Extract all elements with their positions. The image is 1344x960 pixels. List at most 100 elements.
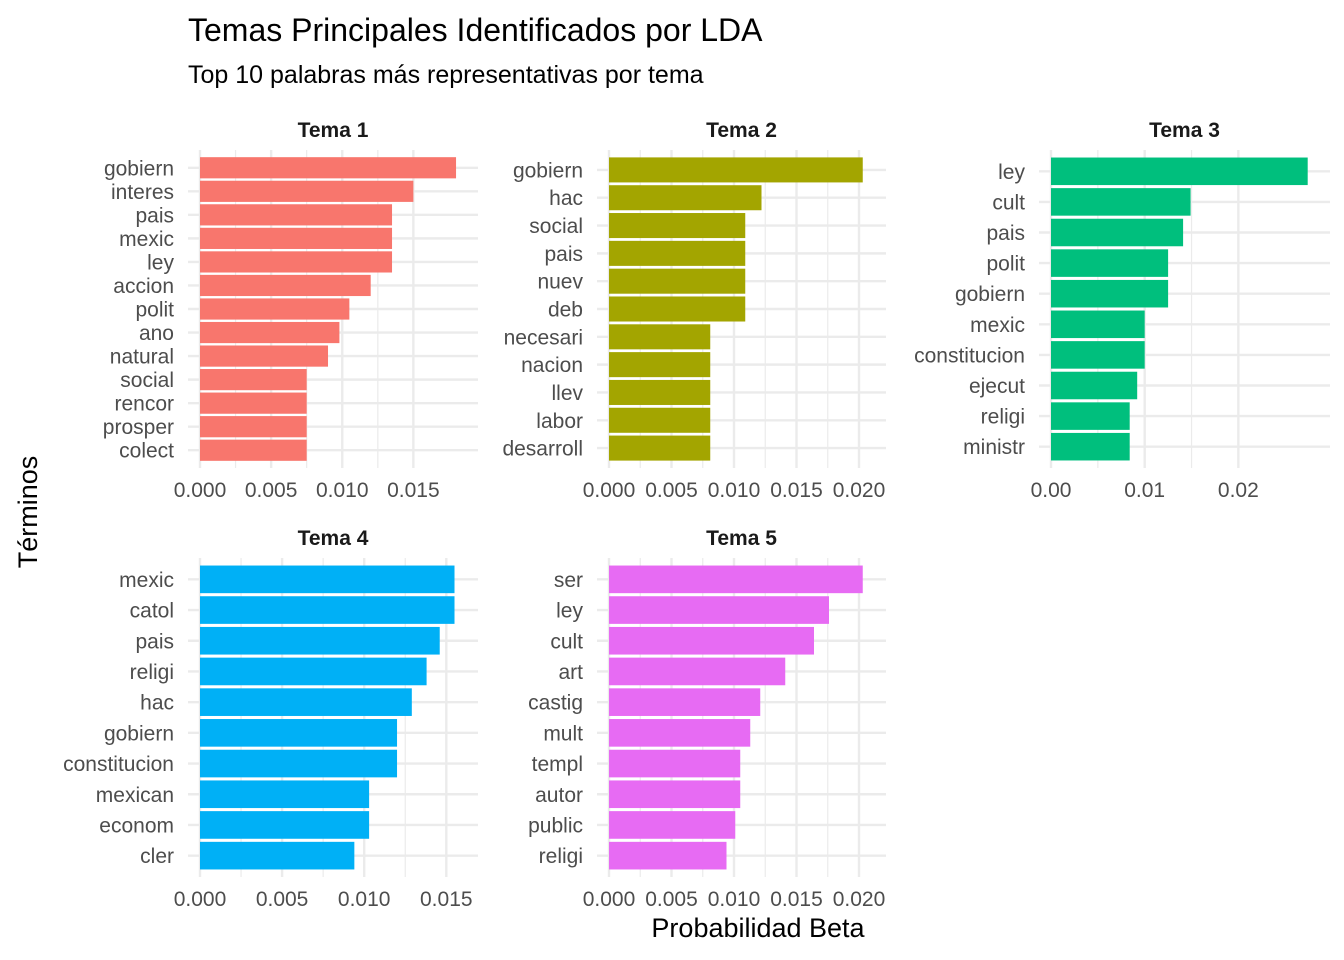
category-label: cler bbox=[140, 845, 174, 868]
bar bbox=[609, 157, 863, 183]
category-label: necesari bbox=[504, 326, 583, 349]
category-label: gobiern bbox=[955, 283, 1025, 306]
category-label: hac bbox=[549, 187, 583, 210]
x-tick-label: 0.015 bbox=[420, 888, 473, 911]
bar bbox=[609, 185, 762, 211]
bar bbox=[200, 204, 393, 226]
category-label: natural bbox=[110, 346, 174, 369]
bar bbox=[1051, 402, 1130, 430]
bar bbox=[609, 719, 751, 747]
bar bbox=[609, 407, 711, 433]
facet-title: Tema 5 bbox=[706, 527, 777, 550]
category-label: gobiern bbox=[104, 157, 174, 180]
bar bbox=[1051, 279, 1169, 308]
category-label: templ bbox=[532, 753, 583, 776]
category-label: prosper bbox=[103, 416, 174, 439]
facet-panel: gobierninterespaismexicleyaccionpolitano… bbox=[103, 119, 478, 502]
category-label: ano bbox=[139, 322, 174, 345]
bar bbox=[609, 240, 746, 266]
bar bbox=[609, 749, 741, 778]
bar bbox=[609, 657, 786, 686]
bar bbox=[200, 251, 393, 273]
bar bbox=[200, 841, 355, 870]
bar bbox=[1051, 310, 1145, 339]
category-label: cult bbox=[550, 630, 583, 653]
x-tick-label: 0.010 bbox=[708, 479, 761, 502]
category-label: ley bbox=[556, 600, 583, 623]
bar bbox=[609, 268, 746, 294]
bar bbox=[200, 321, 340, 344]
category-label: llev bbox=[551, 382, 583, 405]
facet-title: Tema 3 bbox=[1149, 119, 1220, 142]
x-tick-label: 0.000 bbox=[583, 888, 636, 911]
facet-title: Tema 2 bbox=[706, 119, 777, 142]
category-label: public bbox=[528, 814, 583, 837]
category-label: ejecut bbox=[969, 375, 1025, 398]
x-tick-label: 0.005 bbox=[245, 479, 298, 502]
category-label: ley bbox=[147, 251, 174, 274]
bar bbox=[609, 688, 761, 716]
chart-subtitle: Top 10 palabras más representativas por … bbox=[188, 61, 704, 89]
category-label: religi bbox=[539, 845, 583, 868]
bar bbox=[200, 345, 329, 367]
bar bbox=[200, 657, 427, 686]
x-tick-label: 0.010 bbox=[316, 479, 369, 502]
chart-title: Temas Principales Identificados por LDA bbox=[188, 12, 763, 48]
bar bbox=[609, 626, 814, 655]
category-label: polit bbox=[135, 299, 174, 322]
bar bbox=[609, 841, 727, 870]
category-label: mexic bbox=[970, 314, 1025, 337]
category-label: colect bbox=[119, 440, 174, 463]
category-label: ley bbox=[998, 161, 1025, 184]
bar bbox=[200, 369, 307, 391]
category-label: accion bbox=[113, 275, 174, 298]
facet-panel: ley cult pais polit gobiern mexic constitucion… bbox=[914, 119, 1330, 502]
bar bbox=[1051, 432, 1130, 461]
bar bbox=[1051, 157, 1308, 186]
facet-title: Tema 1 bbox=[298, 119, 369, 142]
bar bbox=[609, 352, 711, 378]
category-label: rencor bbox=[114, 393, 174, 416]
x-tick-label: 0.000 bbox=[174, 479, 227, 502]
category-label: desarroll bbox=[502, 438, 583, 461]
x-tick-label: 0.00 bbox=[1031, 479, 1072, 502]
bar bbox=[200, 227, 393, 249]
x-tick-label: 0.010 bbox=[708, 888, 761, 911]
x-tick-label: 0.02 bbox=[1218, 479, 1259, 502]
bar bbox=[609, 596, 829, 624]
bar bbox=[200, 780, 370, 809]
bar bbox=[200, 157, 457, 179]
category-label: deb bbox=[548, 299, 583, 322]
category-label: pais bbox=[986, 222, 1025, 245]
bar bbox=[200, 274, 371, 297]
category-label: interes bbox=[111, 181, 174, 204]
bar bbox=[200, 180, 414, 202]
bar bbox=[609, 213, 746, 239]
category-label: castig bbox=[528, 692, 583, 715]
bar bbox=[609, 324, 711, 350]
x-axis-title: Probabilidad Beta bbox=[651, 913, 865, 943]
bar bbox=[1051, 188, 1191, 216]
category-label: mexic bbox=[119, 228, 174, 251]
y-axis-title: Términos bbox=[13, 456, 43, 569]
x-tick-label: 0.000 bbox=[583, 479, 636, 502]
category-label: social bbox=[529, 215, 583, 238]
x-tick-label: 0.010 bbox=[338, 888, 391, 911]
category-label: mexican bbox=[96, 784, 174, 807]
x-tick-label: 0.01 bbox=[1124, 479, 1165, 502]
category-label: autor bbox=[535, 784, 583, 807]
x-tick-label: 0.015 bbox=[387, 479, 440, 502]
category-label: constitucion bbox=[63, 753, 174, 776]
bar bbox=[609, 296, 746, 322]
category-label: catol bbox=[130, 600, 174, 623]
category-label: mult bbox=[543, 722, 583, 745]
category-label: hac bbox=[140, 692, 174, 715]
x-tick-label: 0.005 bbox=[256, 888, 309, 911]
bar bbox=[200, 749, 398, 778]
bar bbox=[200, 811, 370, 839]
category-label: constitucion bbox=[914, 344, 1025, 367]
category-label: art bbox=[558, 661, 583, 684]
x-tick-label: 0.015 bbox=[770, 888, 823, 911]
category-label: pais bbox=[135, 630, 174, 653]
x-tick-label: 0.020 bbox=[833, 888, 886, 911]
